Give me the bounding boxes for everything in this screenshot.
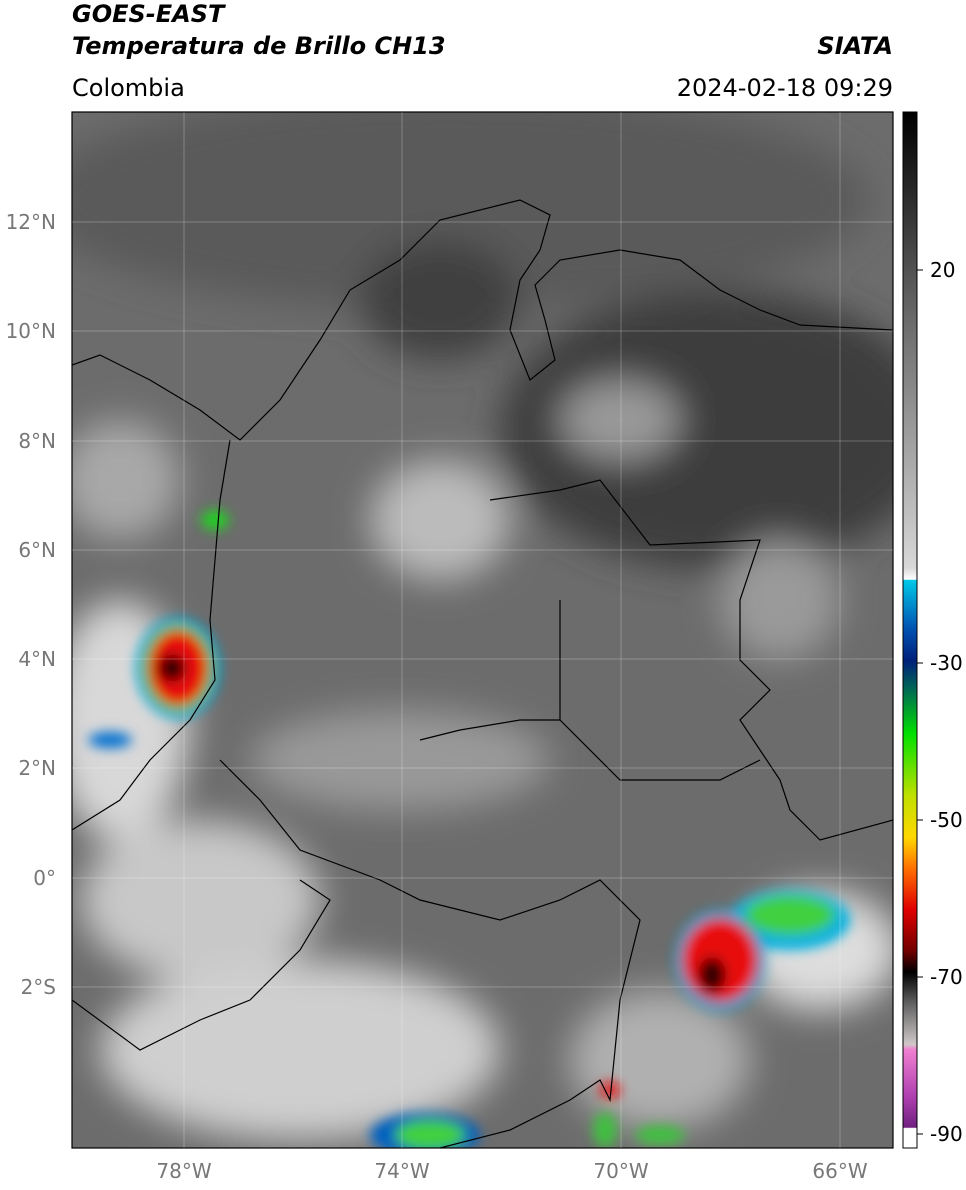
lon-label: 78°W: [156, 1159, 211, 1183]
lat-label: 0°: [33, 866, 56, 890]
lon-label: 74°W: [374, 1159, 429, 1183]
satellite: GOES-EAST: [72, 0, 226, 28]
lon-label: 70°W: [593, 1159, 648, 1183]
colorbar: [902, 111, 918, 1149]
lat-label: 6°N: [18, 538, 56, 562]
lat-label: 10°N: [6, 319, 56, 343]
colorbar-label: -30: [930, 651, 963, 675]
colorbar-label: 20: [930, 258, 955, 282]
timestamp: 2024-02-18 09:29: [677, 74, 893, 102]
lat-label: 2°S: [21, 975, 56, 999]
map-frame: [71, 111, 894, 1149]
source: SIATA: [817, 32, 893, 60]
product: Temperatura de Brillo CH13: [72, 32, 446, 60]
lat-label: 12°N: [6, 210, 56, 234]
colorbar-label: -90: [930, 1122, 963, 1146]
colorbar-label: -70: [930, 965, 963, 989]
colorbar-label: -50: [930, 808, 963, 832]
lat-label: 4°N: [18, 647, 56, 671]
lat-label: 2°N: [18, 756, 56, 780]
lat-label: 8°N: [18, 429, 56, 453]
region: Colombia: [72, 74, 185, 102]
satellite-image: [72, 112, 893, 1148]
lon-label: 66°W: [812, 1159, 867, 1183]
